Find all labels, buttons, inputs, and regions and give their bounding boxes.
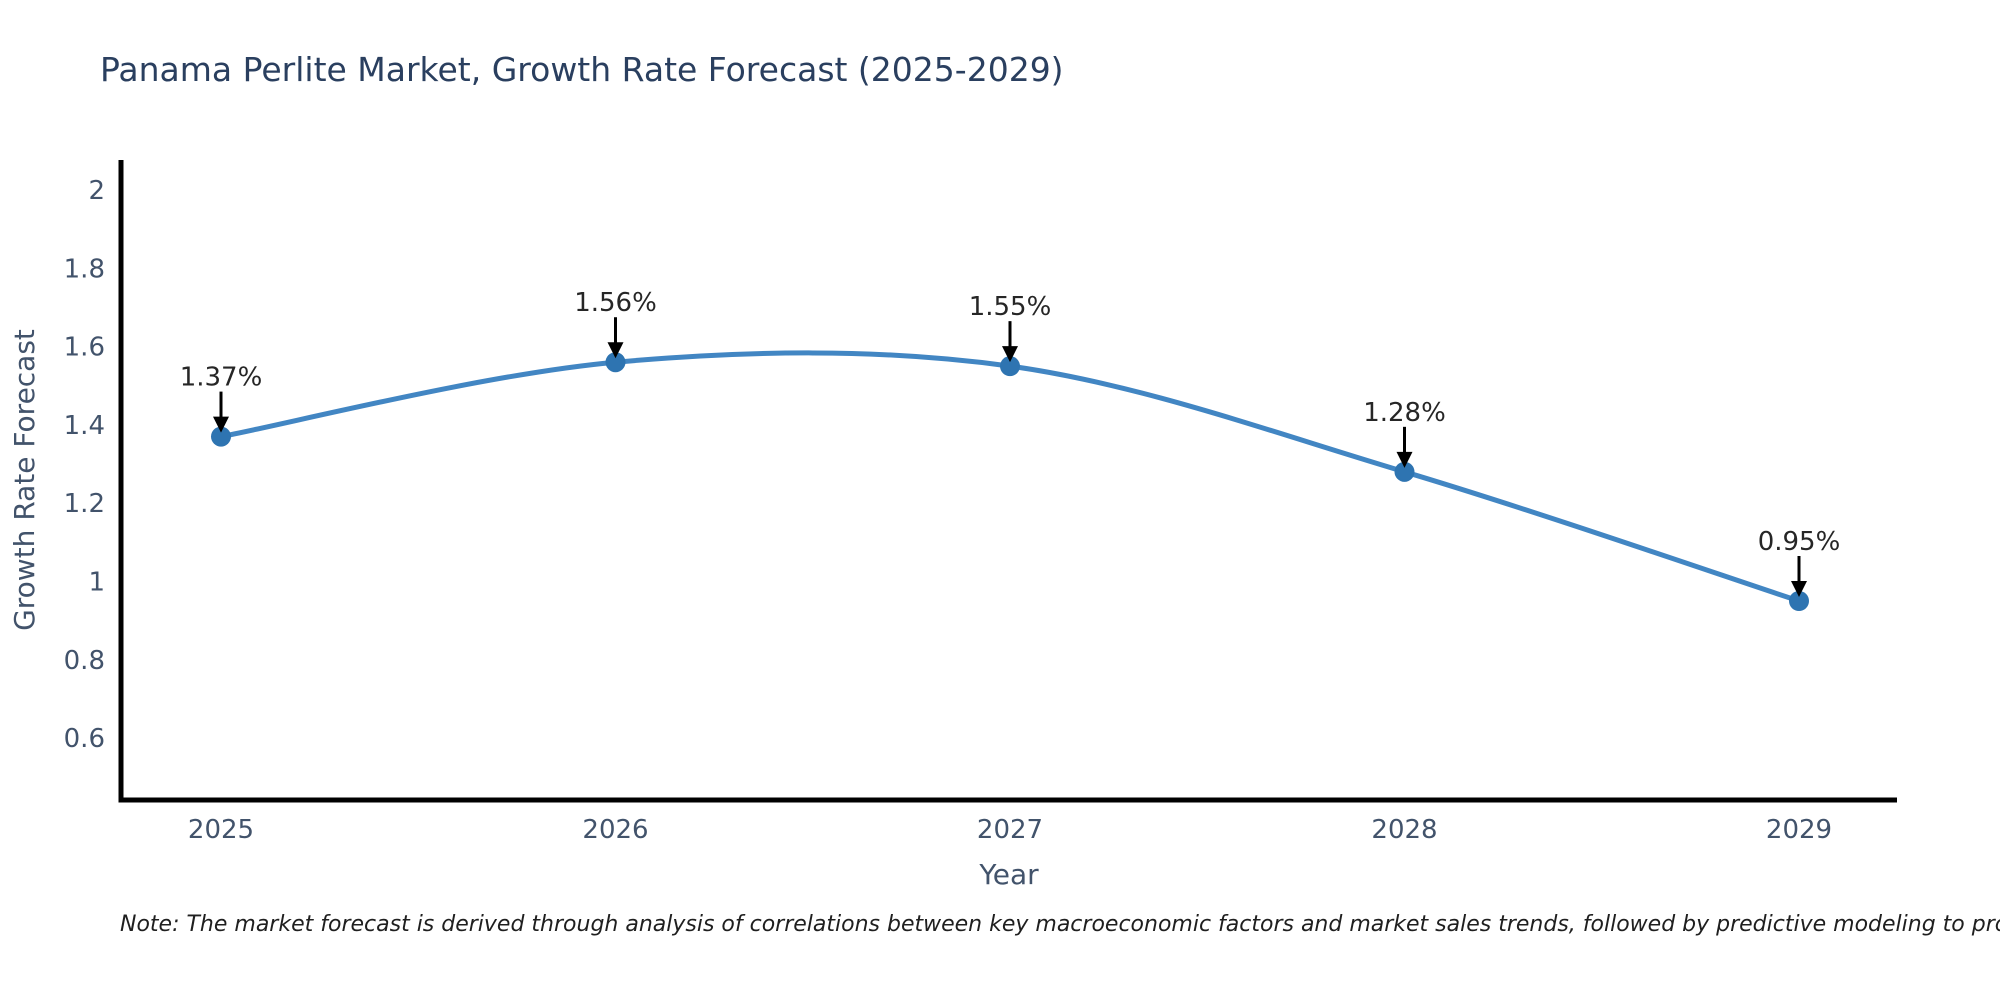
x-tick-label: 2027 [977, 815, 1043, 845]
series-line-group [220, 350, 1800, 604]
x-tick-label: 2029 [1766, 815, 1832, 845]
data-point-marker [1394, 461, 1415, 482]
footnote-text: Note: The market forecast is derived thr… [120, 912, 2000, 937]
x-axis-title: Year [978, 858, 1039, 891]
data-point-marker [211, 426, 231, 447]
annotation-arrowhead [607, 342, 624, 359]
annotation-arrowhead [1002, 346, 1018, 363]
x-tick-label: 2025 [188, 815, 254, 845]
annotation-arrowhead [1396, 451, 1413, 468]
series-marker-group [211, 352, 1809, 611]
y-tick-label: 0.8 [64, 646, 105, 676]
annotation-group: 1.37% 1.56% 1.55% 1.28% 0.95% [180, 288, 1841, 597]
y-tick-label: 0.6 [64, 724, 105, 754]
annotation-arrowhead [1791, 580, 1807, 597]
chart-title: Panama Perlite Market, Growth Rate Forec… [100, 50, 1064, 89]
x-tick-label: 2028 [1371, 815, 1437, 845]
x-tick-label: 2026 [582, 815, 648, 845]
data-point-marker [1000, 356, 1020, 377]
y-tick-label: 1.8 [64, 254, 105, 284]
y-tick-labels: 0.6 0.8 1 1.2 1.4 1.6 1.8 2 [64, 176, 105, 754]
data-point-label: 1.37% [180, 363, 263, 393]
x-tick-labels: 2025 2026 2027 2028 2029 [188, 815, 1832, 845]
data-point-label: 0.95% [1758, 527, 1841, 557]
data-point-label: 1.55% [969, 292, 1052, 322]
data-point-marker [1789, 590, 1809, 611]
trend-line [220, 350, 1800, 604]
y-axis-title: Growth Rate Forecast [8, 329, 41, 631]
data-point-marker [605, 352, 626, 373]
y-tick-label: 1.2 [64, 489, 105, 519]
data-point-label: 1.56% [574, 288, 657, 318]
y-tick-label: 1 [88, 568, 105, 598]
annotation-arrowhead [213, 416, 229, 433]
y-tick-label: 2 [88, 176, 105, 206]
y-tick-label: 1.6 [64, 333, 105, 363]
y-tick-label: 1.4 [64, 411, 105, 441]
data-point-label: 1.28% [1363, 398, 1446, 428]
